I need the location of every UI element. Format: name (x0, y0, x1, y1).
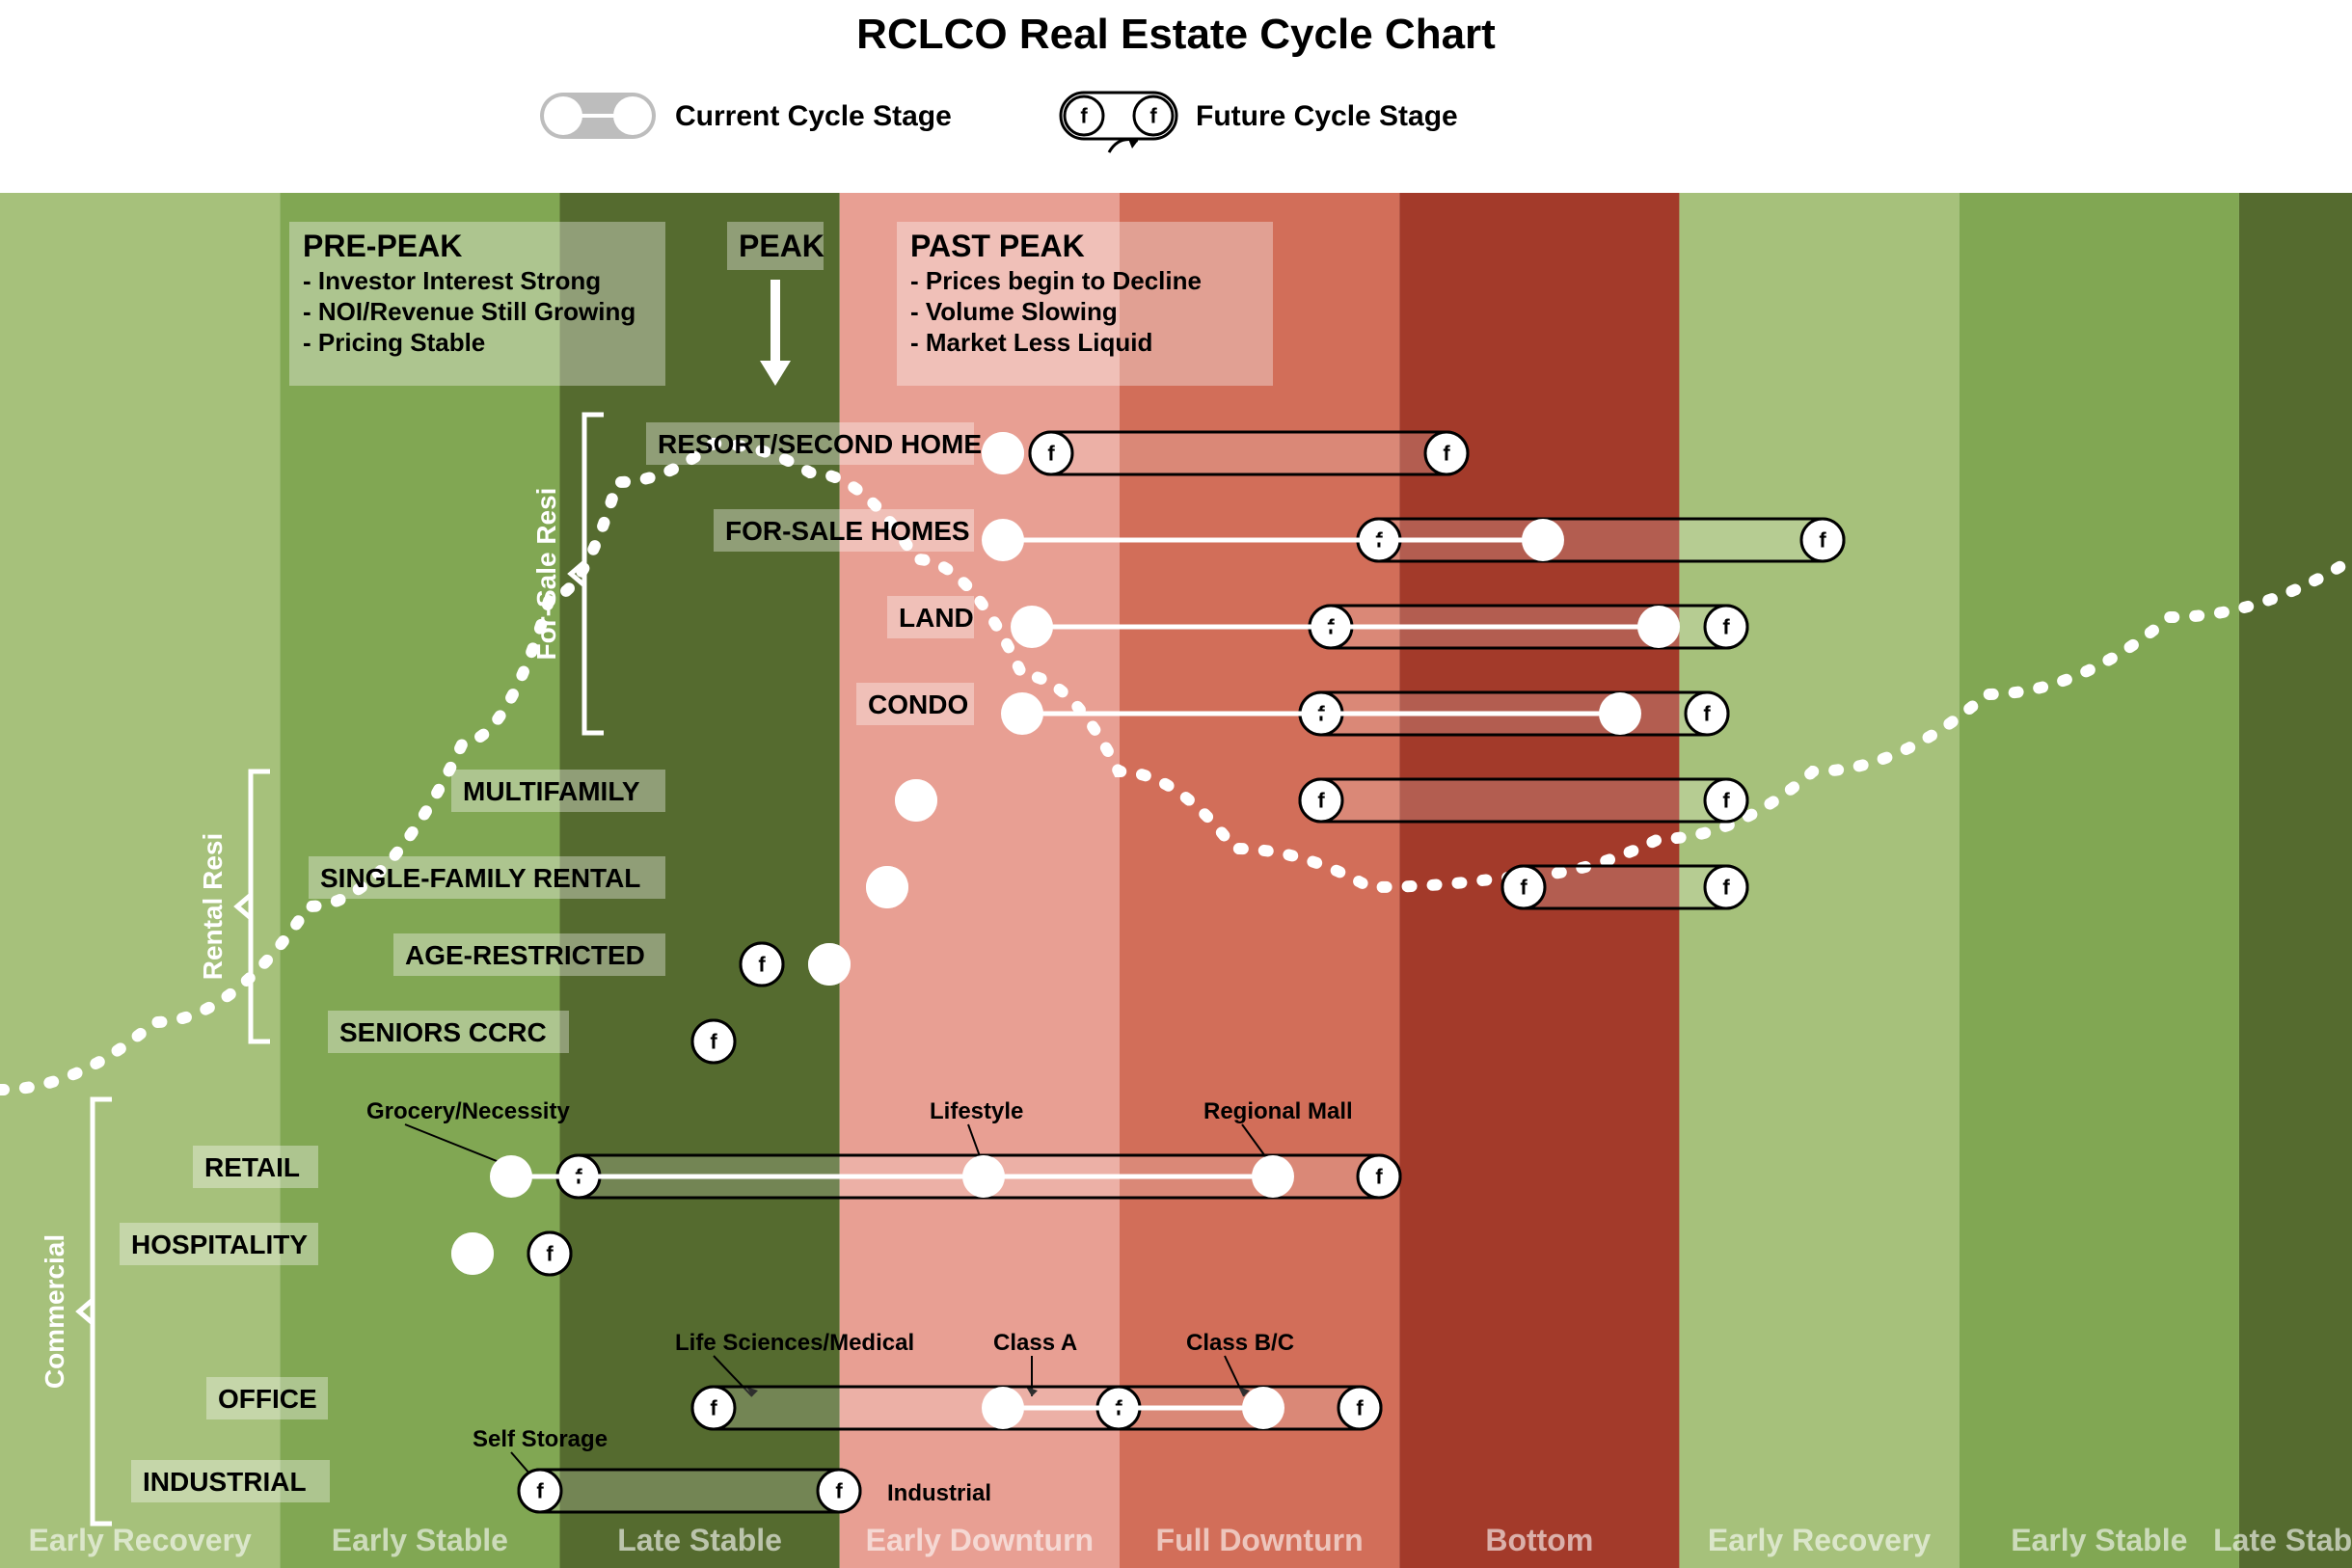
segment-label: RESORT/SECOND HOME (646, 422, 982, 465)
segment-label: LAND (887, 596, 974, 638)
svg-text:Lifestyle: Lifestyle (930, 1098, 1023, 1124)
stage-label: Full Downturn (1156, 1523, 1364, 1557)
svg-text:MULTIFAMILY: MULTIFAMILY (463, 776, 640, 806)
cycle-chart-svg: Early Recovery Early Stable Late Stable Ear… (0, 0, 2352, 1568)
stage-label: Early Recovery (28, 1523, 251, 1557)
svg-text:- Volume Slowing: - Volume Slowing (910, 297, 1118, 326)
svg-text:f: f (536, 1479, 544, 1503)
current-pill (895, 779, 937, 822)
future-pill: ff (741, 943, 783, 986)
past-peak-box: PAST PEAK - Prices begin to Decline- Volu… (897, 222, 1273, 386)
svg-text:- Prices begin to Decline: - Prices begin to Decline (910, 266, 1202, 295)
segment-label: MULTIFAMILY (451, 770, 665, 812)
group-label: Commercial (40, 1234, 69, 1389)
svg-text:- NOI/Revenue Still Growing: - NOI/Revenue Still Growing (303, 297, 635, 326)
svg-text:- Market Less Liquid: - Market Less Liquid (910, 328, 1152, 357)
future-pill: ff (519, 1470, 860, 1512)
future-pill: ff (1300, 779, 1747, 822)
svg-text:CONDO: CONDO (868, 689, 968, 719)
svg-text:INDUSTRIAL: INDUSTRIAL (143, 1467, 307, 1497)
stage-label: Early Stable (2011, 1523, 2187, 1557)
segment-label: SENIORS CCRC (328, 1011, 569, 1053)
svg-text:RETAIL: RETAIL (204, 1152, 300, 1182)
segment-label: CONDO (856, 683, 974, 725)
svg-text:f: f (1047, 442, 1055, 466)
stage-label: Early Stable (332, 1523, 508, 1557)
sub-label: Industrial (887, 1480, 991, 1506)
svg-text:f: f (546, 1242, 554, 1266)
svg-text:- Pricing Stable: - Pricing Stable (303, 328, 485, 357)
svg-text:Life Sciences/Medical: Life Sciences/Medical (675, 1330, 914, 1356)
segment-label: HOSPITALITY (120, 1223, 318, 1265)
legend: Current Cycle Stage f f Future Cycle Stage (540, 93, 1458, 152)
segment-label: FOR-SALE HOMES (714, 509, 974, 552)
svg-text:f: f (710, 1030, 717, 1054)
svg-text:PAST PEAK: PAST PEAK (910, 229, 1085, 263)
svg-text:SINGLE-FAMILY RENTAL: SINGLE-FAMILY RENTAL (320, 863, 640, 893)
svg-text:f: f (710, 1396, 717, 1420)
svg-text:HOSPITALITY: HOSPITALITY (131, 1230, 308, 1259)
stage-label: Late Stable (2213, 1523, 2352, 1557)
svg-text:Self Storage: Self Storage (473, 1426, 608, 1452)
svg-text:Industrial: Industrial (887, 1480, 991, 1506)
svg-text:LAND: LAND (899, 603, 974, 633)
svg-text:Class A: Class A (993, 1330, 1077, 1356)
svg-text:f: f (1722, 615, 1730, 639)
svg-text:FOR-SALE HOMES: FOR-SALE HOMES (725, 516, 970, 546)
future-pill: ff (1502, 866, 1747, 908)
svg-text:f: f (1356, 1396, 1364, 1420)
svg-text:f: f (758, 953, 766, 977)
stage-label: Bottom (1485, 1523, 1593, 1557)
legend-future-label: Future Cycle Stage (1196, 100, 1458, 132)
svg-text:f: f (1443, 442, 1450, 466)
svg-text:AGE-RESTRICTED: AGE-RESTRICTED (405, 940, 645, 970)
segment-label: OFFICE (206, 1377, 328, 1419)
chart-title: RCLCO Real Estate Cycle Chart (856, 11, 1496, 58)
stage-label: Late Stable (617, 1523, 782, 1557)
stage-band (1960, 193, 2239, 1568)
pre-peak-box: PRE-PEAK - Investor Interest Strong- NOI/… (289, 222, 665, 386)
current-pill (451, 1232, 494, 1275)
stage-label: Early Downturn (866, 1523, 1094, 1557)
svg-text:f: f (1520, 876, 1527, 900)
current-pill (866, 866, 908, 908)
svg-text:f: f (1317, 789, 1325, 813)
future-pill: ff (1030, 432, 1468, 474)
svg-text:Regional Mall: Regional Mall (1203, 1098, 1353, 1124)
legend-current-label: Current Cycle Stage (675, 100, 952, 132)
group-label: For-Sale Resi (531, 488, 561, 661)
svg-text:- Investor Interest Strong: - Investor Interest Strong (303, 266, 601, 295)
svg-text:f: f (1080, 104, 1088, 128)
current-pill (808, 943, 851, 986)
svg-text:PRE-PEAK: PRE-PEAK (303, 229, 462, 263)
svg-text:f: f (1819, 528, 1826, 553)
svg-text:f: f (1722, 789, 1730, 813)
group-label: Rental Resi (198, 833, 228, 981)
svg-text:f: f (1722, 876, 1730, 900)
svg-text:Class B/C: Class B/C (1186, 1330, 1294, 1356)
svg-text:f: f (1703, 702, 1711, 726)
current-pill (982, 432, 1024, 474)
svg-text:f: f (1149, 104, 1157, 128)
cycle-chart: Early Recovery Early Stable Late Stable Ear… (0, 0, 2352, 1568)
stage-label: Early Recovery (1708, 1523, 1931, 1557)
stage-band (2239, 193, 2352, 1568)
segment-label: RETAIL (193, 1146, 318, 1188)
segment-label: INDUSTRIAL (131, 1460, 330, 1502)
future-pill: ff (692, 1020, 735, 1063)
svg-text:RESORT/SECOND HOME: RESORT/SECOND HOME (658, 429, 982, 459)
segment-label: AGE-RESTRICTED (393, 933, 665, 976)
svg-text:f: f (1375, 1165, 1383, 1189)
svg-text:f: f (835, 1479, 843, 1503)
svg-text:Grocery/Necessity: Grocery/Necessity (366, 1098, 570, 1124)
svg-text:SENIORS CCRC: SENIORS CCRC (339, 1017, 547, 1047)
segment-label: SINGLE-FAMILY RENTAL (309, 856, 665, 899)
svg-text:OFFICE: OFFICE (218, 1384, 317, 1414)
svg-text:PEAK: PEAK (739, 229, 825, 263)
future-pill: ff (528, 1232, 571, 1275)
